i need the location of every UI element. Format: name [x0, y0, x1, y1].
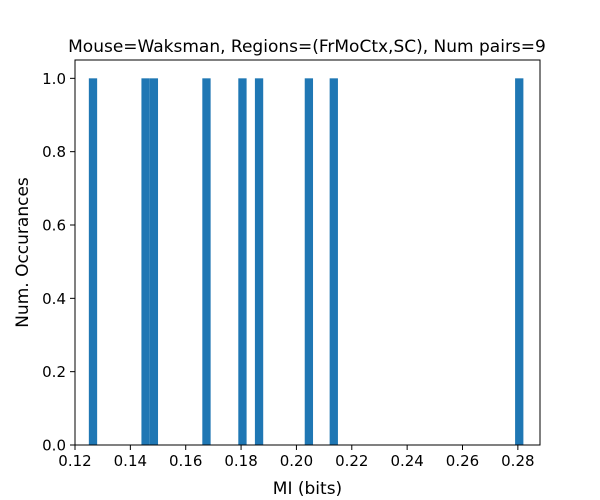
x-tick-label: 0.18: [224, 452, 257, 470]
histogram-bar-4: [238, 78, 247, 445]
y-tick-label: 0.8: [42, 143, 66, 161]
y-axis: 0.0 0.2 0.4 0.6 0.8 1.0: [42, 70, 75, 455]
y-tick-label: 0.0: [42, 437, 66, 455]
bars-group: [88, 78, 524, 445]
x-tick-label: 0.12: [58, 452, 91, 470]
plot-frame: [74, 59, 541, 446]
y-tick-label: 0.6: [42, 217, 66, 235]
x-tick-label: 0.14: [114, 452, 147, 470]
y-axis-label: Num. Occurances: [13, 177, 33, 328]
histogram-bar-1: [141, 78, 150, 445]
y-tick-label: 1.0: [42, 70, 66, 88]
x-tick-label: 0.20: [280, 452, 313, 470]
x-tick-label: 0.16: [169, 452, 202, 470]
x-tick-label: 0.28: [501, 452, 534, 470]
histogram-bar-7: [329, 78, 338, 445]
histogram-bar-2: [149, 78, 159, 445]
histogram-bar-8: [515, 78, 524, 445]
histogram-bar-5: [254, 78, 264, 445]
histogram-bar-3: [202, 78, 211, 445]
x-tick-label: 0.26: [446, 452, 479, 470]
histogram-bar-0: [88, 78, 98, 445]
x-axis-label: MI (bits): [273, 479, 342, 499]
y-tick-label: 0.4: [42, 290, 66, 308]
chart-title: Mouse=Waksman, Regions=(FrMoCtx,SC), Num…: [68, 37, 546, 57]
x-tick-label: 0.24: [390, 452, 423, 470]
histogram-bar-6: [304, 78, 314, 445]
y-tick-label: 0.2: [42, 363, 66, 381]
x-tick-label: 0.22: [335, 452, 368, 470]
x-axis: 0.12 0.14 0.16 0.18 0.20 0.22 0.24 0.26 0.28: [58, 445, 535, 470]
